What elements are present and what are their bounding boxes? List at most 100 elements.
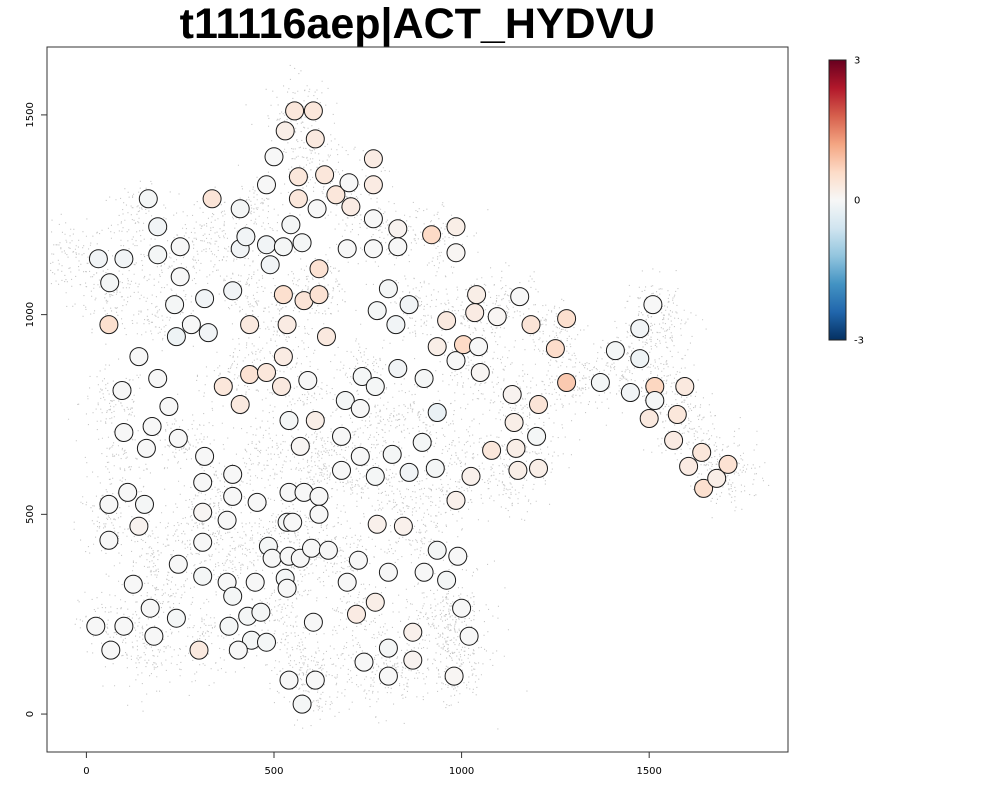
data-point (529, 458, 548, 478)
data-point (303, 612, 323, 632)
data-point (335, 391, 355, 410)
data-point (350, 399, 370, 418)
data-point (292, 233, 312, 253)
data-point (694, 478, 714, 498)
data-point (292, 694, 312, 714)
data-point (639, 409, 659, 428)
data-point (502, 385, 522, 404)
data-point (339, 173, 359, 193)
data-point (99, 315, 119, 335)
data-point (427, 337, 447, 357)
data-point (487, 307, 507, 327)
data-point (279, 670, 299, 690)
data-point (305, 129, 325, 149)
colorbar-tick-label: 0 (854, 196, 860, 207)
data-point (337, 239, 357, 259)
data-point (303, 101, 323, 121)
data-point (112, 381, 132, 400)
data-point (165, 295, 185, 315)
data-point (213, 377, 233, 396)
data-point (444, 666, 464, 686)
data-point (459, 626, 479, 646)
data-point (305, 670, 325, 690)
data-point (448, 546, 468, 566)
y-axis: 0 500 1000 1500 (25, 102, 47, 717)
data-point (388, 359, 408, 378)
data-point (114, 616, 134, 636)
data-point (529, 395, 548, 414)
data-point (99, 494, 119, 514)
data-point (352, 367, 372, 386)
data-point (470, 363, 490, 382)
data-point (692, 442, 712, 462)
y-tick-label: 0 (25, 711, 36, 717)
colorbar-tick-label: 3 (854, 56, 860, 67)
data-point (136, 438, 156, 458)
data-point (508, 460, 528, 480)
data-point (195, 289, 215, 309)
x-tick-label: 1500 (636, 766, 661, 777)
data-point (332, 460, 351, 480)
data-point (590, 373, 610, 392)
data-point (138, 189, 158, 209)
data-point (118, 482, 138, 502)
data-point (341, 197, 361, 217)
data-point (378, 666, 398, 686)
data-point (129, 516, 149, 536)
data-point (527, 426, 547, 446)
data-point (399, 295, 419, 315)
data-point (388, 219, 408, 239)
data-point (219, 616, 239, 636)
data-point (277, 578, 297, 598)
data-point (437, 311, 457, 331)
y-tick-label: 500 (25, 505, 36, 524)
data-point (446, 351, 466, 371)
data-point (399, 462, 419, 482)
data-point (223, 464, 243, 484)
data-point (414, 369, 434, 388)
data-point (386, 315, 406, 335)
data-point (148, 245, 168, 265)
data-point (193, 532, 213, 552)
data-point (318, 540, 338, 560)
data-point (193, 566, 213, 586)
data-point (367, 514, 387, 534)
data-point (347, 604, 366, 624)
data-point (378, 638, 398, 658)
data-point (223, 586, 243, 606)
data-point (437, 570, 457, 590)
data-point (114, 423, 134, 442)
data-point (315, 165, 335, 185)
data-point (302, 538, 321, 558)
data-point (363, 209, 383, 229)
data-point (257, 632, 276, 652)
data-point (510, 287, 530, 307)
colorbar-gradient (828, 59, 847, 341)
data-point (427, 403, 447, 422)
data-point (223, 486, 243, 506)
data-point (506, 438, 526, 458)
data-point (288, 167, 308, 187)
data-point (181, 315, 201, 335)
data-point (645, 391, 665, 410)
data-point (337, 572, 357, 592)
data-point (557, 309, 577, 329)
data-point (193, 472, 213, 492)
data-point (545, 339, 565, 359)
data-point (414, 562, 434, 582)
data-point (198, 323, 218, 343)
data-point (465, 303, 485, 323)
data-point (257, 235, 276, 255)
data-point (88, 249, 108, 269)
data-point (326, 185, 346, 205)
plot-frame (46, 46, 789, 753)
data-point (422, 225, 442, 245)
data-point (217, 510, 237, 530)
data-point (223, 281, 243, 301)
data-point (605, 341, 625, 361)
data-point (257, 175, 276, 195)
data-point (504, 413, 524, 432)
data-point (365, 592, 385, 612)
data-point (247, 492, 267, 512)
data-point (240, 365, 260, 384)
